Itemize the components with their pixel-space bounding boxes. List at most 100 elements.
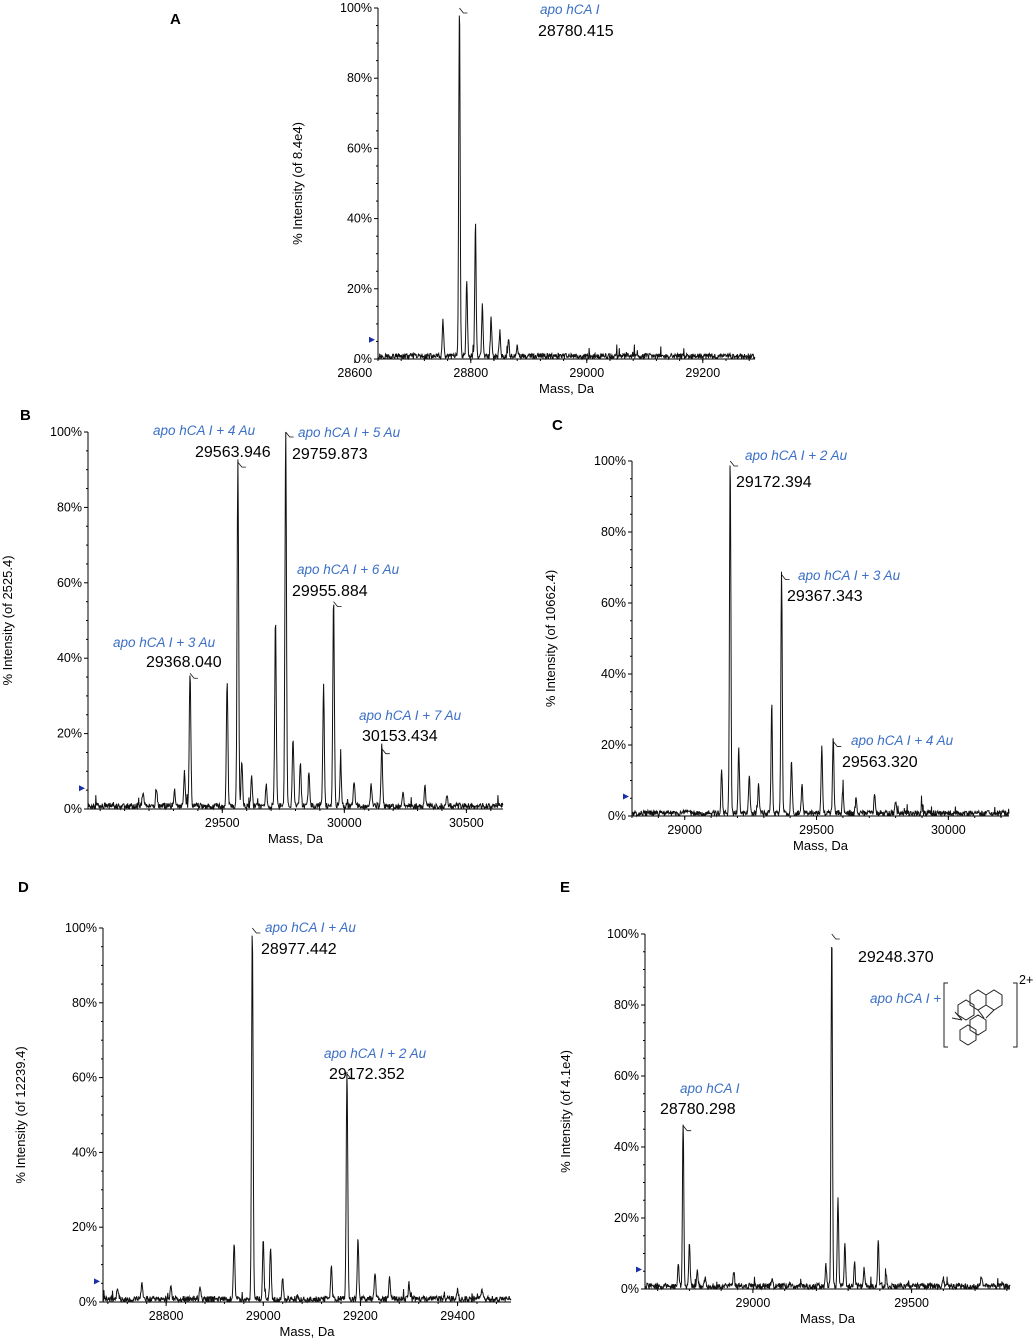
y-tick-label: 0% (621, 1282, 639, 1296)
y-tick-label: 0% (64, 802, 82, 816)
y-tick-label: 100% (607, 927, 639, 941)
x-axis-title: Mass, Da (268, 831, 324, 846)
peak-annotation-label: apo hCA I (680, 1081, 740, 1096)
threshold-marker-icon (369, 336, 375, 343)
y-tick-label: 60% (72, 1071, 97, 1085)
peak-annotation-label: apo hCA I (540, 2, 600, 17)
y-tick-label: 0% (79, 1295, 97, 1309)
x-tick-label: 29200 (685, 366, 720, 380)
peak-annotation-label: apo hCA I + (870, 991, 941, 1006)
peak-leader-line (832, 741, 842, 747)
peak-mass-label: 29563.320 (842, 754, 918, 771)
y-axis-title: % Intensity (of 4.1e4) (558, 1050, 573, 1173)
panel-letter: C (552, 417, 563, 434)
y-tick-label: 60% (614, 1069, 639, 1083)
peak-leader-line (381, 748, 390, 755)
panel-b: B 0% 20% 40% 60% 80% 100% 29500 30000 30500 Mass, … (0, 407, 504, 846)
peak-leader-line (333, 601, 342, 608)
peak-mass-label: 28780.298 (660, 1101, 736, 1118)
x-tick-label: 28800 (453, 366, 488, 380)
y-axis-title: % Intensity (of 12239.4) (13, 1046, 28, 1183)
peak-annotation-label: apo hCA I + 4 Au (851, 733, 954, 748)
peak-leader-line (682, 1125, 692, 1132)
y-tick-label: 60% (57, 576, 82, 590)
x-tick-label: 30000 (327, 816, 362, 830)
x-axis-title: Mass, Da (800, 1311, 856, 1326)
panel-d: D 0% 20% 40% 60% 80% 100% 28800 29000 29200 29400 M… (13, 879, 512, 1339)
panel-e: E 0% 20% 40% 60% 80% 100% 29000 29500 Mass, Da % I… (558, 879, 1033, 1326)
y-axis-title: % Intensity (of 8.4e4) (290, 122, 305, 245)
y-tick-label: 20% (614, 1211, 639, 1225)
y-tick-label: 40% (614, 1140, 639, 1154)
peak-mass-label: 29172.394 (736, 474, 812, 491)
x-tick-label: 29500 (894, 1296, 929, 1310)
x-tick-label: 29200 (343, 1309, 378, 1323)
panel-letter: B (20, 407, 31, 424)
peak-leader-line (459, 7, 468, 14)
y-tick-label: 20% (72, 1220, 97, 1234)
peak-mass-label: 29368.040 (146, 654, 222, 671)
threshold-marker-icon (79, 785, 85, 792)
y-tick-label: 80% (57, 500, 82, 514)
x-tick-label: 30500 (449, 816, 484, 830)
y-tick-label: 80% (601, 525, 626, 539)
complex-charge-label: 2+ (1019, 973, 1033, 987)
y-axis-title: % Intensity (of 2525.4) (0, 555, 15, 685)
panel-letter: D (18, 879, 29, 896)
peak-mass-label: 28977.442 (261, 941, 337, 958)
x-axis-title: Mass, Da (793, 838, 849, 853)
peak-mass-label: 29367.343 (787, 588, 863, 605)
peak-leader-line (252, 927, 261, 934)
peak-mass-label: 29955.884 (292, 583, 368, 600)
y-tick-label: 100% (50, 425, 82, 439)
peak-mass-label: 29563.946 (195, 444, 271, 461)
y-tick-label: 0% (608, 809, 626, 823)
spectrum-trace (87, 431, 504, 811)
y-tick-label: 0% (354, 352, 372, 366)
y-tick-label: 60% (601, 596, 626, 610)
y-tick-label: 80% (614, 998, 639, 1012)
y-tick-label: 40% (72, 1145, 97, 1159)
y-tick-label: 40% (601, 667, 626, 681)
y-tick-label: 80% (72, 996, 97, 1010)
peak-mass-label: 29759.873 (292, 446, 368, 463)
peak-leader-line (729, 460, 739, 467)
peak-mass-label: 29172.352 (329, 1066, 405, 1083)
x-tick-label: 29500 (799, 823, 834, 837)
peak-mass-label: 28780.415 (538, 23, 614, 40)
y-tick-label: 20% (347, 282, 372, 296)
y-tick-label: 40% (347, 212, 372, 226)
gold-complex-structure-drawing (943, 982, 1018, 1048)
y-tick-label: 60% (347, 141, 372, 155)
peak-annotation-label: apo hCA I + 6 Au (297, 562, 400, 577)
y-tick-label: 20% (601, 738, 626, 752)
x-tick-label: 29000 (569, 366, 604, 380)
panel-letter: A (170, 11, 181, 28)
peak-mass-label: 29248.370 (858, 949, 934, 966)
spectrum-trace (631, 465, 1010, 818)
x-tick-label: 28800 (149, 1309, 184, 1323)
peak-annotation-label: apo hCA I + 2 Au (745, 448, 848, 463)
panel-c: C 0% 20% 40% 60% 80% 100% 29000 29500 30000 Mass, … (543, 417, 1010, 853)
panel-a: A 0% 20% 40% 60% 80% 100% 28600 28800 29000 29200 M… (170, 1, 756, 396)
x-tick-label: 30000 (931, 823, 966, 837)
y-tick-label: 100% (340, 1, 372, 15)
x-tick-label: 29000 (736, 1296, 771, 1310)
panel-letter: E (560, 879, 570, 896)
x-tick-label: 28600 (337, 366, 372, 380)
peak-leader-line (781, 574, 790, 580)
spectrum-trace (644, 946, 1011, 1291)
peak-annotation-label: apo hCA I + 7 Au (359, 708, 462, 723)
peak-leader-line (346, 1073, 355, 1080)
y-axis-title: % Intensity (of 10662.4) (543, 570, 558, 707)
y-tick-label: 100% (65, 921, 97, 935)
peak-mass-label: 30153.434 (362, 728, 438, 745)
peak-annotation-label: apo hCA I + 4 Au (153, 423, 256, 438)
y-tick-label: 100% (594, 454, 626, 468)
peak-leader-line (237, 461, 246, 468)
threshold-marker-icon (636, 1266, 642, 1273)
peak-annotation-label: apo hCA I + 5 Au (298, 425, 401, 440)
y-tick-label: 20% (57, 727, 82, 741)
x-axis-title: Mass, Da (280, 1324, 336, 1339)
